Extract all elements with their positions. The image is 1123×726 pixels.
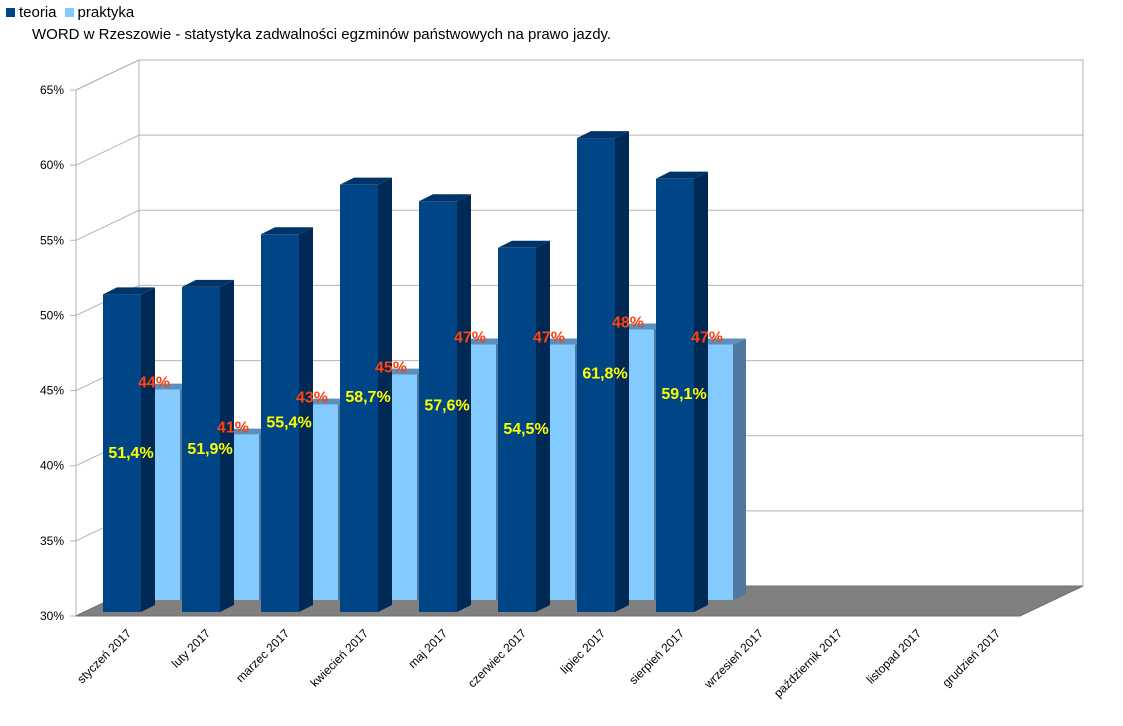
bar-teoria-side [457, 194, 471, 612]
bar-teoria-top [261, 227, 313, 235]
x-tick-label: czerwiec 2017 [465, 626, 529, 690]
data-label-teoria: 57,6% [424, 397, 469, 414]
x-tick-label: styczeń 2017 [74, 626, 134, 686]
bar-praktyka-side [733, 338, 746, 600]
y-tick-label: 55% [40, 233, 64, 247]
data-label-praktyka: 47% [691, 330, 723, 347]
data-label-teoria: 51,4% [108, 445, 153, 462]
data-label-teoria: 59,1% [661, 386, 706, 403]
gridline [75, 209, 1083, 241]
x-tick-label: maj 2017 [405, 626, 450, 671]
x-tick-label: sierpień 2017 [626, 626, 687, 687]
legend-item-praktyka: praktyka [64, 4, 135, 21]
bar-teoria [103, 294, 141, 612]
x-tick-label: kwiecień 2017 [307, 626, 371, 690]
bar-teoria-side [220, 279, 234, 612]
y-tick-label: 50% [40, 308, 64, 322]
data-label-praktyka: 43% [296, 390, 328, 407]
bar-teoria-side [141, 287, 155, 612]
bar-praktyka-top [143, 383, 193, 390]
data-label-teoria: 54,5% [503, 421, 548, 438]
bar-praktyka-top [459, 338, 509, 345]
y-tick-label: 40% [40, 459, 64, 473]
data-label-teoria: 58,7% [345, 389, 390, 406]
data-label-teoria: 61,8% [582, 365, 627, 382]
y-tick-label: 30% [40, 609, 64, 623]
x-tick-label: marzec 2017 [233, 626, 292, 685]
data-label-praktyka: 47% [533, 330, 565, 347]
bar-praktyka-top [538, 338, 588, 345]
bar-teoria-top [340, 177, 392, 185]
bar-praktyka-top [617, 323, 667, 330]
bar-praktyka-top [222, 428, 272, 435]
data-label-praktyka: 48% [612, 314, 644, 331]
bar-teoria [577, 138, 615, 612]
bar-teoria-top [656, 171, 708, 179]
legend-swatch-teoria [6, 8, 15, 17]
bar-teoria [498, 247, 536, 613]
bar-teoria [656, 178, 694, 612]
data-label-praktyka: 44% [138, 375, 170, 392]
bar-teoria-side [299, 227, 313, 612]
bar-teoria [419, 201, 457, 612]
data-label-praktyka: 47% [454, 330, 486, 347]
x-tick-label: lipiec 2017 [558, 626, 609, 677]
x-tick-label: grudzień 2017 [939, 626, 1003, 690]
data-label-teoria: 51,9% [187, 441, 232, 458]
data-label-teoria: 55,4% [266, 414, 311, 431]
data-label-praktyka: 45% [375, 360, 407, 377]
bar-teoria [182, 286, 220, 612]
legend-label-praktyka: praktyka [77, 4, 135, 21]
bar-teoria-top [577, 131, 629, 139]
y-tick-label: 60% [40, 158, 64, 172]
bar-teoria-top [103, 287, 155, 295]
y-tick-label: 65% [40, 83, 64, 97]
gridline [75, 59, 1083, 91]
legend: teoria praktyka [6, 4, 134, 21]
gridline [75, 134, 1083, 166]
x-tick-label: luty 2017 [169, 626, 214, 671]
legend-item-teoria: teoria [6, 4, 57, 21]
legend-swatch-praktyka [64, 8, 74, 17]
bar-teoria-top [498, 240, 550, 248]
bar-teoria [340, 184, 378, 612]
bar-teoria-side [694, 171, 708, 612]
chart-title: WORD w Rzeszowie - statystyka zadwalnośc… [32, 26, 612, 43]
x-tick-label: listopad 2017 [864, 626, 925, 687]
bar-teoria-top [419, 194, 471, 202]
y-tick-label: 45% [40, 384, 64, 398]
bar-teoria [261, 234, 299, 612]
bar-praktyka-top [696, 338, 746, 345]
legend-label-teoria: teoria [19, 4, 57, 21]
bar-praktyka-top [301, 398, 351, 405]
bar-teoria-side [378, 177, 392, 612]
bar-teoria-top [182, 279, 234, 287]
bar-teoria-side [536, 240, 550, 613]
gridline [75, 284, 1083, 316]
bar-praktyka-top [380, 368, 430, 375]
x-tick-label: wrzesień 2017 [701, 626, 767, 692]
x-tick-label: październik 2017 [771, 626, 845, 700]
y-tick-label: 35% [40, 534, 64, 548]
data-label-praktyka: 41% [217, 420, 249, 437]
bar-teoria-side [615, 131, 629, 612]
